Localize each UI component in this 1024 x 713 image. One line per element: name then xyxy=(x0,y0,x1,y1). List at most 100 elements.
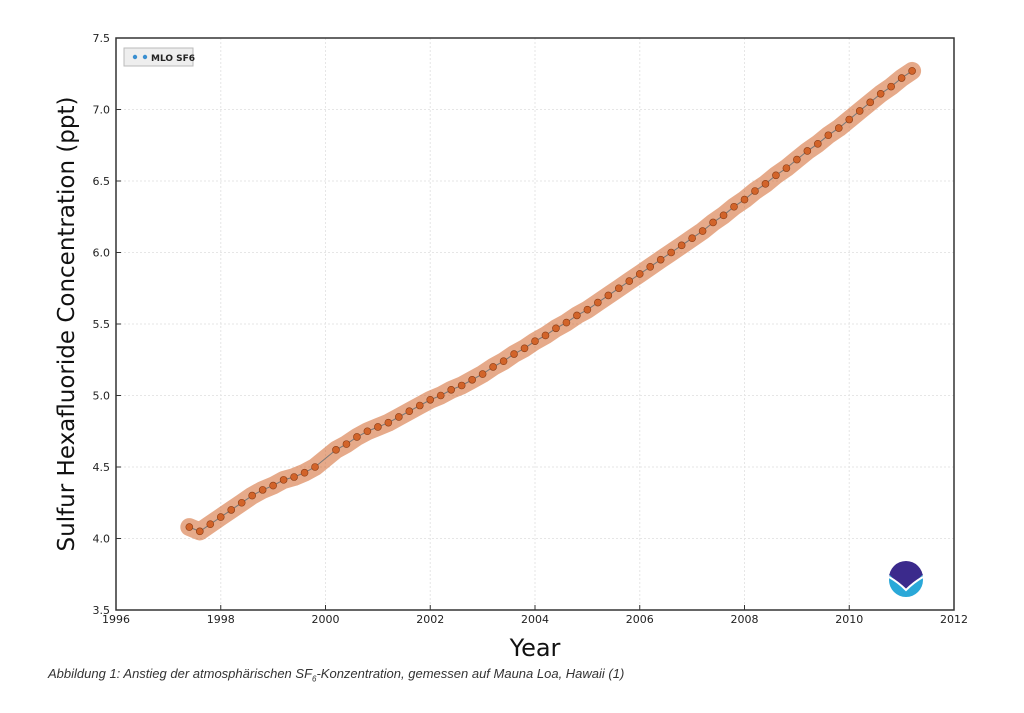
data-point xyxy=(594,298,602,307)
data-point xyxy=(688,234,696,242)
data-point xyxy=(604,291,613,300)
legend-marker xyxy=(132,54,138,60)
data-point xyxy=(583,305,592,314)
data-point xyxy=(489,363,497,371)
y-tick-label: 4.5 xyxy=(93,461,111,474)
data-point xyxy=(447,385,456,394)
data-point xyxy=(279,476,288,484)
data-point xyxy=(478,370,487,378)
data-point xyxy=(457,381,466,390)
data-point xyxy=(625,277,634,285)
y-axis-ticks: 3.5 4.0 4.5 5.0 5.5 6.0 6.5 7.0 7.5 xyxy=(93,32,121,617)
legend-marker xyxy=(142,54,148,60)
data-point xyxy=(395,413,403,421)
x-tick-label: 2000 xyxy=(312,613,340,626)
noaa-logo xyxy=(888,561,924,597)
data-point xyxy=(751,187,759,195)
data-point xyxy=(237,498,246,507)
figure-caption: Abbildung 1: Anstieg der atmosphärischen… xyxy=(48,666,624,684)
data-point xyxy=(196,527,204,536)
data-point xyxy=(227,506,236,514)
data-point xyxy=(646,262,655,271)
data-point xyxy=(740,195,749,204)
data-point xyxy=(384,418,393,427)
series-line xyxy=(189,70,913,532)
grid xyxy=(115,37,955,611)
data-point xyxy=(300,468,309,477)
caption-text: Abbildung 1: Anstieg der atmosphärischen… xyxy=(48,666,313,681)
data-point xyxy=(541,331,550,340)
data-point xyxy=(436,391,445,400)
data-point xyxy=(531,337,539,345)
data-point xyxy=(772,171,780,180)
data-point xyxy=(510,350,518,358)
x-tick-label: 1998 xyxy=(207,613,235,626)
y-tick-label: 6.0 xyxy=(93,247,111,260)
data-point xyxy=(845,115,854,124)
x-tick-label: 2008 xyxy=(731,613,759,626)
data-point xyxy=(216,513,225,521)
legend-label: MLO SF6 xyxy=(151,54,195,64)
sf6-chart: 1996 1998 2000 2002 2004 2006 2008 2010 2012 3.5… xyxy=(54,32,968,660)
data-point xyxy=(908,67,916,75)
data-point xyxy=(635,270,644,278)
data-point xyxy=(499,357,508,365)
data-point xyxy=(562,318,571,327)
data-point xyxy=(814,140,822,148)
data-point xyxy=(667,248,675,257)
data-point xyxy=(258,486,267,494)
data-point xyxy=(887,82,895,91)
data-point xyxy=(761,180,770,188)
data-point xyxy=(552,324,560,333)
data-point xyxy=(782,164,791,172)
data-points xyxy=(185,67,916,536)
data-point xyxy=(876,89,885,98)
y-tick-label: 5.5 xyxy=(93,318,111,331)
x-tick-label: 1996 xyxy=(102,613,130,626)
data-band xyxy=(180,61,922,541)
y-tick-label: 7.5 xyxy=(93,32,111,45)
series-band xyxy=(180,61,922,541)
data-point xyxy=(405,407,414,416)
data-point xyxy=(520,344,529,353)
data-point xyxy=(719,211,728,220)
legend-box xyxy=(123,47,194,67)
y-tick-label: 5.0 xyxy=(93,390,111,403)
data-point xyxy=(677,241,686,250)
data-point xyxy=(374,423,382,431)
data-point xyxy=(353,433,361,441)
data-point xyxy=(897,74,906,82)
data-point xyxy=(248,491,256,500)
data-point xyxy=(866,98,875,107)
caption-text-end: -Konzentration, gemessen auf Mauna Loa, … xyxy=(316,666,625,681)
x-tick-label: 2012 xyxy=(940,613,968,626)
x-tick-label: 2006 xyxy=(626,613,654,626)
data-point xyxy=(290,473,298,481)
data-point xyxy=(206,520,215,529)
caption-subscript: 6 xyxy=(312,674,317,684)
y-tick-label: 3.5 xyxy=(93,604,111,617)
x-axis-ticks: 1996 1998 2000 2002 2004 2006 2008 2010 2012 xyxy=(102,605,968,626)
data-point xyxy=(793,155,801,164)
data-point xyxy=(332,446,340,454)
x-tick-label: 2004 xyxy=(521,613,549,626)
data-point xyxy=(363,427,372,436)
data-point xyxy=(185,523,194,531)
x-tick-label: 2002 xyxy=(416,613,444,626)
data-point xyxy=(614,284,623,293)
data-point xyxy=(426,395,435,404)
y-axis-label: Sulfur Hexafluoride Concentration (ppt) xyxy=(54,97,80,552)
data-point xyxy=(342,440,351,448)
legend: MLO SF6 xyxy=(123,47,195,67)
data-point xyxy=(824,131,833,140)
data-point xyxy=(573,311,581,320)
data-point xyxy=(468,375,476,384)
y-tick-label: 7.0 xyxy=(93,104,111,117)
data-point xyxy=(834,124,843,132)
data-point xyxy=(656,255,665,264)
data-point xyxy=(311,463,319,471)
data-point xyxy=(709,218,717,227)
data-point xyxy=(415,401,424,410)
x-axis-label: Year xyxy=(509,634,561,660)
data-point xyxy=(698,227,707,235)
